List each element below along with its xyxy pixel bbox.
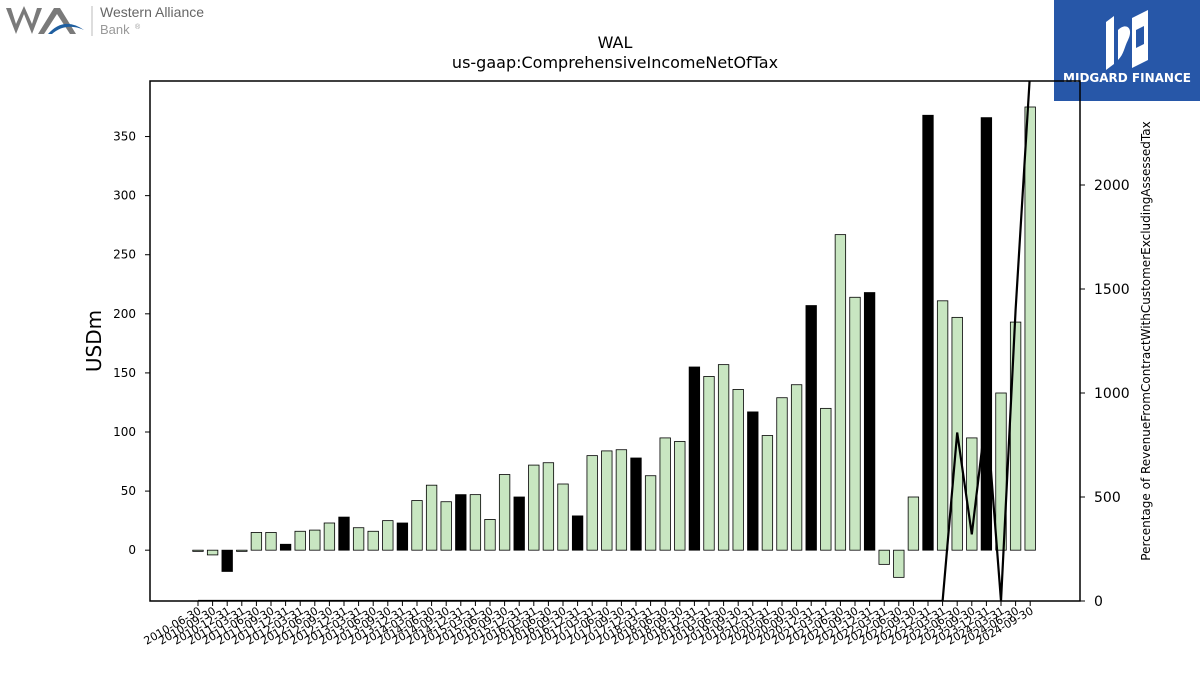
bar <box>776 397 788 551</box>
bar <box>411 500 423 551</box>
chart-subtitle: us-gaap:ComprehensiveIncomeNetOfTax <box>452 53 778 72</box>
bar <box>878 549 890 565</box>
logo-registered-mark: ® <box>135 23 141 31</box>
bar <box>236 549 248 552</box>
y2-tick-label: 1000 <box>1094 386 1130 402</box>
western-alliance-mark-icon: Western Alliance Bank ® <box>6 4 204 37</box>
y-tick-label: 100 <box>113 425 136 439</box>
bar <box>995 392 1007 551</box>
bar <box>747 411 759 551</box>
y2-tick-label: 1500 <box>1094 282 1130 298</box>
y2-axis-label: Percentage of RevenueFromContractWithCus… <box>1139 121 1153 560</box>
bar <box>455 494 467 551</box>
bar <box>1024 106 1036 551</box>
bar <box>805 305 817 551</box>
percentage-line <box>198 81 1031 601</box>
bar <box>571 515 584 551</box>
bar <box>469 494 482 551</box>
bar <box>834 234 847 551</box>
bar <box>484 519 496 551</box>
bar <box>498 474 511 551</box>
bar <box>922 114 934 551</box>
bar <box>382 520 394 551</box>
bar <box>513 496 525 551</box>
y-tick-label: 150 <box>113 366 136 380</box>
y2-tick-label: 2000 <box>1094 178 1130 194</box>
y-tick-label: 0 <box>128 543 136 557</box>
western-alliance-logo: Western Alliance Bank ® <box>4 4 244 40</box>
bar <box>323 522 336 551</box>
y2-tick-label: 500 <box>1094 490 1121 506</box>
bar <box>601 450 613 551</box>
bar <box>893 549 905 578</box>
bar <box>761 435 774 551</box>
bar <box>790 384 803 551</box>
bar <box>820 407 832 551</box>
y-tick-label: 200 <box>113 307 136 321</box>
bar <box>192 549 204 552</box>
bar <box>279 543 292 551</box>
bar <box>250 532 263 551</box>
bar <box>206 549 219 556</box>
midgard-finance-logo: MIDGARD FINANCE <box>1054 0 1200 101</box>
bar <box>907 496 920 551</box>
bar <box>674 441 686 551</box>
bar <box>338 516 350 551</box>
bar <box>425 484 438 551</box>
y-tick-label: 50 <box>121 484 136 498</box>
bar <box>849 296 861 551</box>
y-tick-label: 250 <box>113 248 136 262</box>
plot-frame <box>149 80 1081 602</box>
y-tick-label: 350 <box>113 130 136 144</box>
logo-line2: Bank <box>100 22 130 37</box>
bar <box>1009 321 1022 551</box>
bar <box>615 449 628 551</box>
bar <box>542 462 555 551</box>
bar <box>294 530 306 551</box>
y-tick-label: 300 <box>113 189 136 203</box>
bar <box>703 376 715 551</box>
bar <box>659 437 671 551</box>
logo-line1: Western Alliance <box>100 4 204 20</box>
bar <box>367 530 379 551</box>
bar <box>557 483 569 551</box>
bar <box>586 455 598 551</box>
logo-right-text: MIDGARD FINANCE <box>1063 71 1191 85</box>
bar <box>221 549 233 572</box>
bar <box>688 366 701 551</box>
bar <box>352 527 365 551</box>
bar <box>309 529 321 551</box>
bar <box>644 475 657 551</box>
bar <box>528 464 540 551</box>
midgard-finance-mark-icon: MIDGARD FINANCE <box>1063 10 1191 85</box>
bar <box>732 389 744 551</box>
y2-tick-label: 0 <box>1094 594 1103 610</box>
bar <box>265 532 277 551</box>
bar <box>863 292 876 551</box>
bar <box>396 522 409 551</box>
y-axis-label: USDm <box>82 310 106 372</box>
bar <box>980 117 993 551</box>
bar <box>630 457 642 551</box>
bar <box>936 300 949 551</box>
chart-title: WAL <box>598 33 633 52</box>
bar <box>717 364 730 551</box>
bar <box>440 501 452 551</box>
